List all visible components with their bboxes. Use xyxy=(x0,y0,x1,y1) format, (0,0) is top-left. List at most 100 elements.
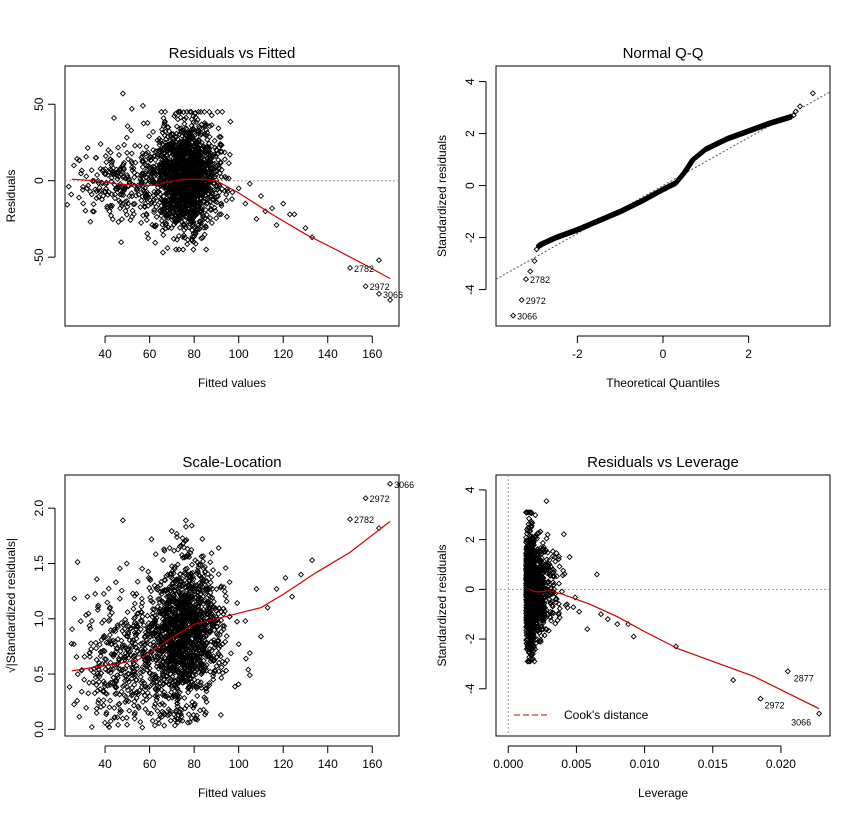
data-point xyxy=(120,166,127,173)
data-point xyxy=(116,691,123,698)
plot-frame xyxy=(495,65,831,327)
data-point xyxy=(158,646,165,653)
data-point xyxy=(117,648,124,655)
data-point xyxy=(155,596,162,603)
data-point xyxy=(181,694,188,702)
data-area xyxy=(65,90,399,304)
data-point xyxy=(126,176,133,183)
data-point xyxy=(127,216,134,224)
data-point xyxy=(130,622,137,629)
data-point xyxy=(138,177,145,184)
data-point xyxy=(110,114,118,122)
data-point xyxy=(180,109,187,116)
data-point xyxy=(218,173,225,181)
data-point xyxy=(180,191,187,198)
y-tick-label: 50 xyxy=(32,97,46,111)
data-point xyxy=(180,175,188,183)
data-point xyxy=(152,156,159,163)
data-point xyxy=(146,631,153,638)
data-point xyxy=(155,609,162,616)
data-point xyxy=(198,139,205,146)
data-point xyxy=(87,666,95,673)
data-point xyxy=(199,174,206,181)
data-point xyxy=(213,177,220,184)
data-point xyxy=(218,674,225,681)
data-point xyxy=(141,692,148,699)
data-point xyxy=(199,191,206,198)
data-point xyxy=(86,679,93,686)
data-point xyxy=(273,585,280,592)
data-point xyxy=(217,140,224,147)
data-point xyxy=(166,584,173,591)
data-point xyxy=(159,668,166,675)
data-point xyxy=(207,185,214,192)
data-point xyxy=(177,577,184,584)
data-point xyxy=(199,583,206,590)
data-point xyxy=(156,152,163,159)
data-point xyxy=(153,696,160,703)
data-point xyxy=(214,193,222,200)
data-point xyxy=(208,155,215,162)
data-point xyxy=(168,198,175,205)
data-point xyxy=(116,565,123,572)
data-point xyxy=(157,191,164,198)
data-point xyxy=(166,128,173,135)
data-point xyxy=(203,626,210,634)
data-point xyxy=(148,536,155,543)
data-point xyxy=(225,160,232,167)
data-point xyxy=(93,154,100,161)
plot-frame xyxy=(64,474,400,737)
data-point xyxy=(179,127,186,134)
data-point xyxy=(118,239,125,246)
data-point xyxy=(182,566,189,573)
data-point xyxy=(205,158,212,165)
data-point xyxy=(146,575,153,582)
data-point xyxy=(387,296,394,304)
data-point xyxy=(195,588,202,595)
data-point xyxy=(100,590,107,597)
data-point xyxy=(246,672,253,679)
data-point xyxy=(109,157,116,164)
data-point xyxy=(207,559,214,566)
outlier-label: 3066 xyxy=(517,312,537,322)
data-point xyxy=(116,167,123,174)
data-point xyxy=(218,211,225,218)
data-point xyxy=(81,676,88,683)
data-point xyxy=(116,657,123,664)
data-point xyxy=(122,198,129,205)
data-points xyxy=(66,480,394,731)
data-point xyxy=(156,720,163,727)
data-point xyxy=(73,653,80,660)
data-point xyxy=(257,192,264,200)
data-point xyxy=(112,185,119,192)
data-point xyxy=(161,722,168,729)
data-point xyxy=(189,672,197,679)
data-point xyxy=(133,662,140,669)
data-point xyxy=(133,623,140,630)
data-point xyxy=(169,694,176,701)
data-point xyxy=(217,159,224,166)
data-point xyxy=(212,152,219,160)
data-point xyxy=(92,639,99,646)
data-point xyxy=(242,617,249,625)
data-point xyxy=(147,633,154,640)
data-point xyxy=(110,169,117,176)
data-point xyxy=(66,683,73,691)
data-point xyxy=(139,613,146,620)
data-point xyxy=(177,139,184,146)
data-point xyxy=(221,156,228,163)
data-point xyxy=(165,210,172,217)
data-point xyxy=(191,162,198,170)
data-point xyxy=(148,710,155,717)
data-point xyxy=(160,546,168,553)
data-point xyxy=(164,245,171,252)
data-point xyxy=(131,681,138,688)
data-point xyxy=(156,139,163,146)
data-point xyxy=(93,681,100,688)
data-point xyxy=(282,574,289,581)
data-point xyxy=(175,695,182,702)
data-point xyxy=(172,151,179,158)
data-point xyxy=(221,622,228,630)
data-point xyxy=(121,642,128,649)
